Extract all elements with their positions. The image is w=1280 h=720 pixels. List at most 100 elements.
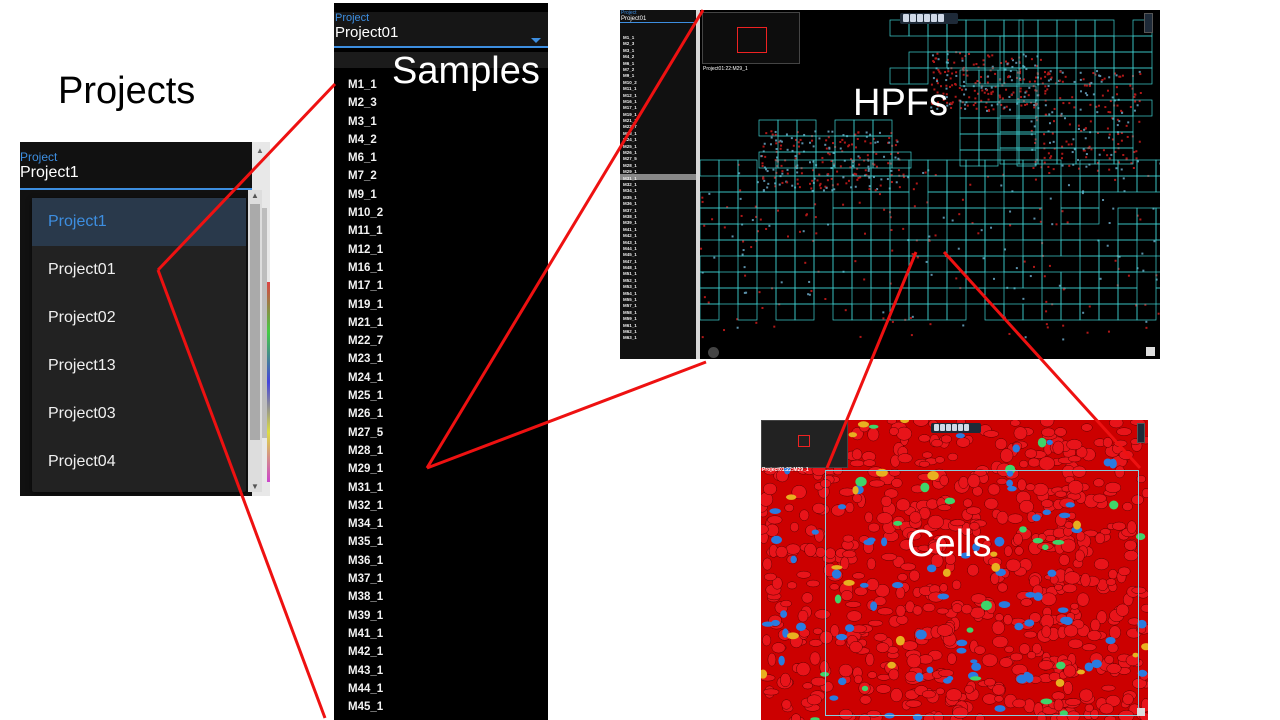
hpf-tile[interactable] — [1132, 67, 1153, 85]
hpf-tile[interactable] — [1003, 175, 1024, 193]
hpf-tile[interactable] — [737, 191, 758, 209]
sample-list-item[interactable]: M26_1 — [348, 408, 384, 421]
hpf-tile[interactable] — [1022, 191, 1043, 209]
project-select[interactable]: Project Project1 — [20, 150, 252, 182]
hpf-tile[interactable] — [870, 303, 891, 321]
hpf-tile[interactable] — [1094, 51, 1115, 69]
cells-toolbar[interactable] — [931, 423, 981, 433]
hpf-tile[interactable] — [794, 255, 815, 273]
hpf-tile[interactable] — [908, 223, 929, 241]
home-icon[interactable] — [964, 424, 969, 431]
sample-list-item[interactable]: M21_1 — [348, 316, 384, 329]
hpf-tile[interactable] — [889, 239, 910, 257]
sample-list-item[interactable]: M4_2 — [348, 133, 377, 146]
hpf-tile[interactable] — [1094, 19, 1115, 37]
hpf-tile[interactable] — [965, 223, 986, 241]
hpf-sample-item[interactable]: M59_1 — [623, 316, 637, 322]
hpf-tile[interactable] — [1117, 287, 1138, 305]
hpf-tile[interactable] — [984, 239, 1005, 257]
sample-list-item[interactable]: M44_1 — [348, 682, 384, 695]
cells-overview-map[interactable] — [761, 420, 848, 468]
hpf-tile[interactable] — [997, 117, 1018, 135]
hpf-tile[interactable] — [908, 271, 929, 289]
hpf-tile[interactable] — [946, 255, 967, 273]
hpf-tile[interactable] — [813, 271, 834, 289]
hpf-tile[interactable] — [1056, 99, 1077, 117]
hpf-tile[interactable] — [1060, 303, 1081, 321]
hpf-tile[interactable] — [999, 35, 1020, 53]
hpf-sample-item[interactable]: M17_1 — [623, 105, 637, 111]
hpf-tile[interactable] — [737, 255, 758, 273]
hpf-tile[interactable] — [834, 119, 855, 137]
hpf-tile[interactable] — [984, 159, 1005, 177]
hpf-tile[interactable] — [1041, 271, 1062, 289]
hpf-tile[interactable] — [908, 67, 929, 85]
corner-tool-icon[interactable] — [1146, 347, 1155, 356]
hpf-sample-item[interactable]: M57_1 — [623, 303, 637, 309]
hpf-tile[interactable] — [1003, 207, 1024, 225]
hpf-tile[interactable] — [1022, 271, 1043, 289]
hpf-tile[interactable] — [737, 159, 758, 177]
hpf-tile[interactable] — [984, 303, 1005, 321]
hpf-tile[interactable] — [1117, 239, 1138, 257]
hpf-tile[interactable] — [959, 149, 980, 167]
hpf-tile[interactable] — [832, 303, 853, 321]
hpf-tile[interactable] — [1132, 35, 1153, 53]
hpf-tile[interactable] — [1113, 147, 1134, 165]
sample-list-item[interactable]: M19_1 — [348, 298, 384, 311]
sample-list-item[interactable]: M12_1 — [348, 243, 384, 256]
hpf-tile[interactable] — [870, 223, 891, 241]
sample-list-item[interactable]: M28_1 — [348, 444, 384, 457]
hpf-tile[interactable] — [965, 67, 986, 85]
hpf-tile[interactable] — [1079, 287, 1100, 305]
hpf-tile[interactable] — [1155, 287, 1160, 305]
hpf-tile[interactable] — [946, 207, 967, 225]
hpf-sample-item[interactable]: M37_1 — [623, 207, 637, 213]
sample-list-item[interactable]: M25_1 — [348, 390, 384, 403]
sample-list-item[interactable]: M32_1 — [348, 499, 384, 512]
hpf-tile[interactable] — [1079, 191, 1100, 209]
sample-list-item[interactable]: M2_3 — [348, 97, 377, 110]
hpf-tile[interactable] — [832, 255, 853, 273]
hpf-tile[interactable] — [1155, 239, 1160, 257]
hpf-tile[interactable] — [1098, 303, 1119, 321]
sample-list-item[interactable]: M34_1 — [348, 518, 384, 531]
hpf-sample-item[interactable]: M36_1 — [623, 201, 637, 207]
hpf-tile[interactable] — [927, 159, 948, 177]
hpf-sample-item[interactable]: M24_1 — [623, 137, 637, 143]
hpf-tile[interactable] — [1003, 67, 1024, 85]
hpf-tile[interactable] — [794, 191, 815, 209]
hpf-tile[interactable] — [1155, 159, 1160, 177]
hpf-tile[interactable] — [1041, 239, 1062, 257]
hpf-tile[interactable] — [1003, 303, 1024, 321]
sample-list-item[interactable]: M43_1 — [348, 664, 384, 677]
hpf-tile[interactable] — [1022, 223, 1043, 241]
hpf-tile[interactable] — [891, 151, 912, 169]
hpf-tile[interactable] — [718, 207, 739, 225]
hpf-tile[interactable] — [1056, 19, 1077, 37]
hpf-tile[interactable] — [699, 271, 720, 289]
hpf-tile[interactable] — [1003, 255, 1024, 273]
hpf-tile[interactable] — [1060, 207, 1081, 225]
viewport-box[interactable] — [798, 435, 810, 447]
hpf-tile[interactable] — [1018, 115, 1039, 133]
sample-list-item[interactable]: M29_1 — [348, 463, 384, 476]
hpf-tile[interactable] — [1041, 175, 1062, 193]
hpf-tile[interactable] — [965, 271, 986, 289]
hpf-tile[interactable] — [794, 303, 815, 321]
dropdown-scrollbar-thumb[interactable] — [250, 204, 260, 440]
hpf-tile[interactable] — [965, 207, 986, 225]
hpf-tile[interactable] — [965, 239, 986, 257]
trash-icon[interactable] — [924, 14, 930, 22]
hpf-tile[interactable] — [699, 223, 720, 241]
hpf-tile[interactable] — [851, 191, 872, 209]
hpf-tile[interactable] — [1003, 223, 1024, 241]
hpf-tile[interactable] — [794, 239, 815, 257]
hpf-tile[interactable] — [796, 135, 817, 153]
sample-list-item[interactable]: M16_1 — [348, 261, 384, 274]
sample-list-item[interactable]: M6_1 — [348, 152, 377, 165]
hpf-tile[interactable] — [984, 207, 1005, 225]
hpf-tile[interactable] — [737, 303, 758, 321]
hpf-tile[interactable] — [699, 207, 720, 225]
hpf-tile[interactable] — [1060, 287, 1081, 305]
